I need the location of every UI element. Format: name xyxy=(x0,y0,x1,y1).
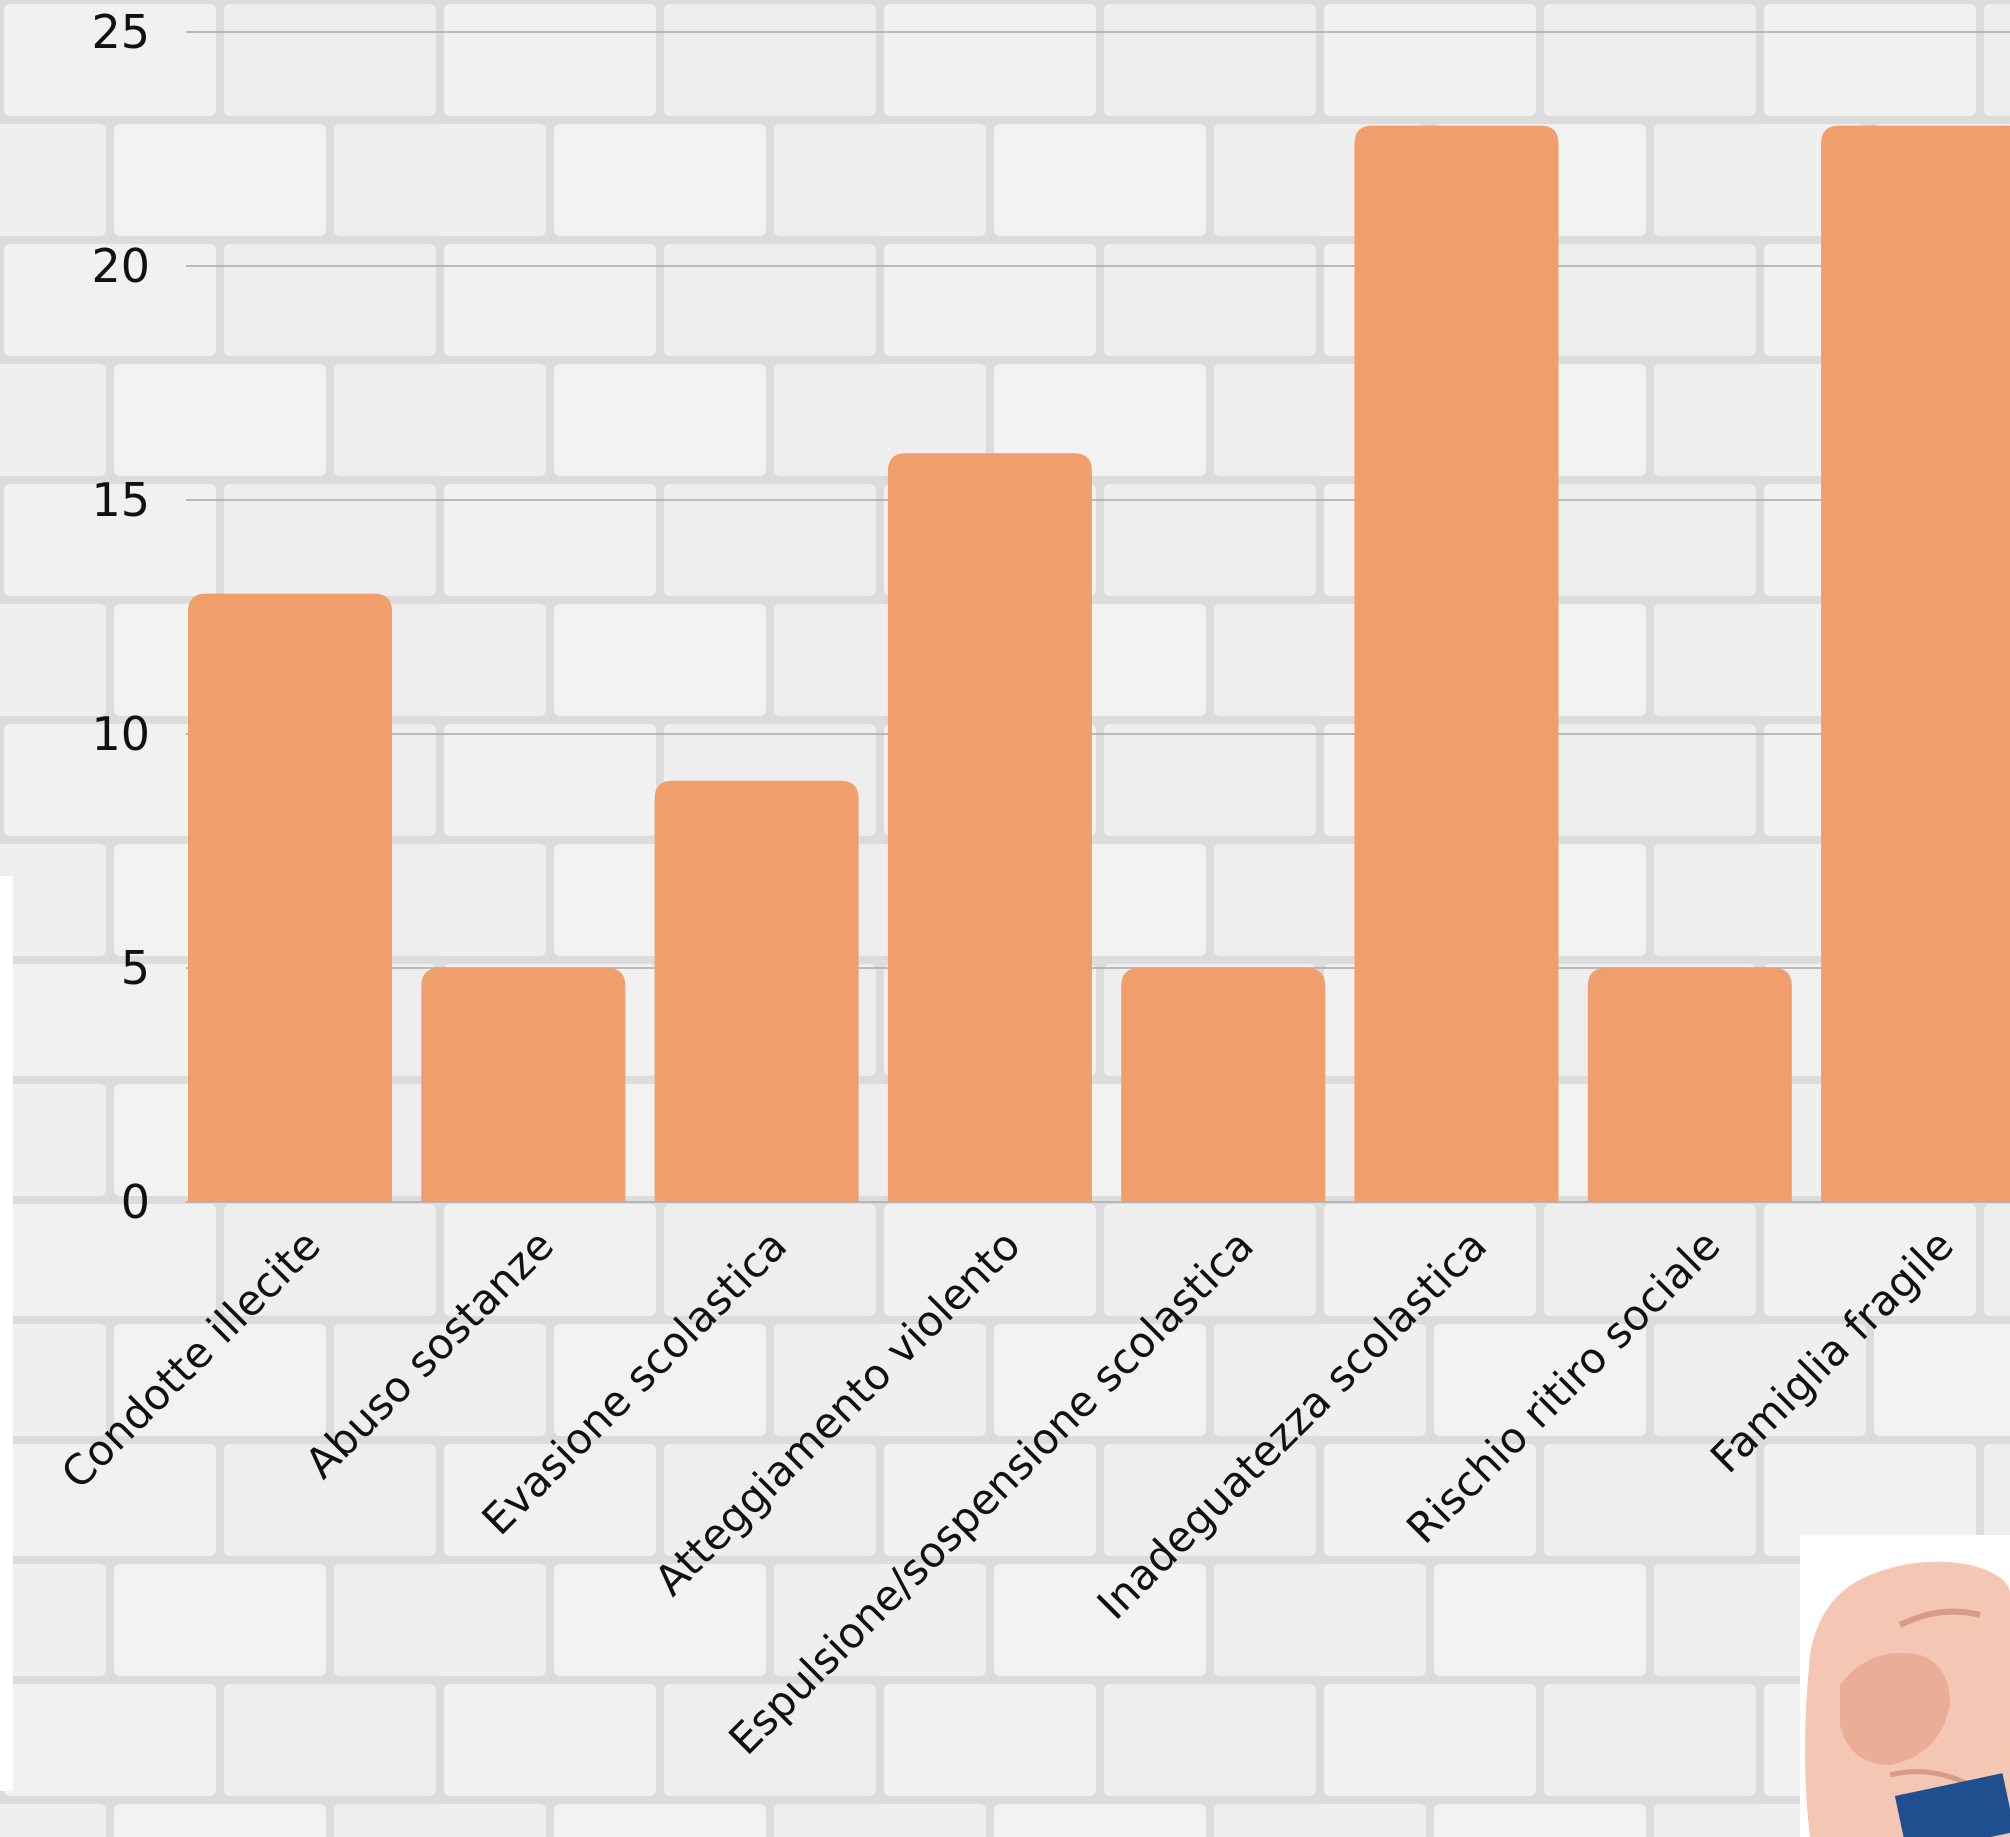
y-tick-label: 5 xyxy=(121,941,150,995)
y-tick-label: 25 xyxy=(91,5,150,59)
corner-photo-hand xyxy=(1800,1535,2010,1837)
y-tick-label: 20 xyxy=(91,239,150,293)
x-category-label: Inadeguatezza scolastica xyxy=(1088,1220,1496,1628)
x-category-label: Condotte illecite xyxy=(52,1220,330,1498)
bar-7 xyxy=(1587,968,1792,1202)
bar-2 xyxy=(421,968,626,1202)
bar-6 xyxy=(1354,125,1559,1203)
x-category-label: Famiglia fragile xyxy=(1701,1220,1963,1482)
bar-5 xyxy=(1121,968,1326,1202)
bar-1 xyxy=(188,593,392,1202)
y-tick-label: 0 xyxy=(121,1175,150,1229)
x-category-label: Espulsione/sospensione scolastica xyxy=(719,1220,1263,1764)
bar-4 xyxy=(887,453,1092,1202)
bars xyxy=(188,125,2010,1203)
white-side-panel xyxy=(0,876,13,1791)
bar-8 xyxy=(1821,125,2010,1202)
x-category-label: Abuso sostanze xyxy=(296,1220,563,1487)
y-tick-label: 15 xyxy=(91,473,150,527)
y-tick-label: 10 xyxy=(91,707,150,761)
bar-3 xyxy=(654,780,859,1202)
y-axis-tick-labels: 0 5 10 15 20 25 xyxy=(91,5,150,1229)
